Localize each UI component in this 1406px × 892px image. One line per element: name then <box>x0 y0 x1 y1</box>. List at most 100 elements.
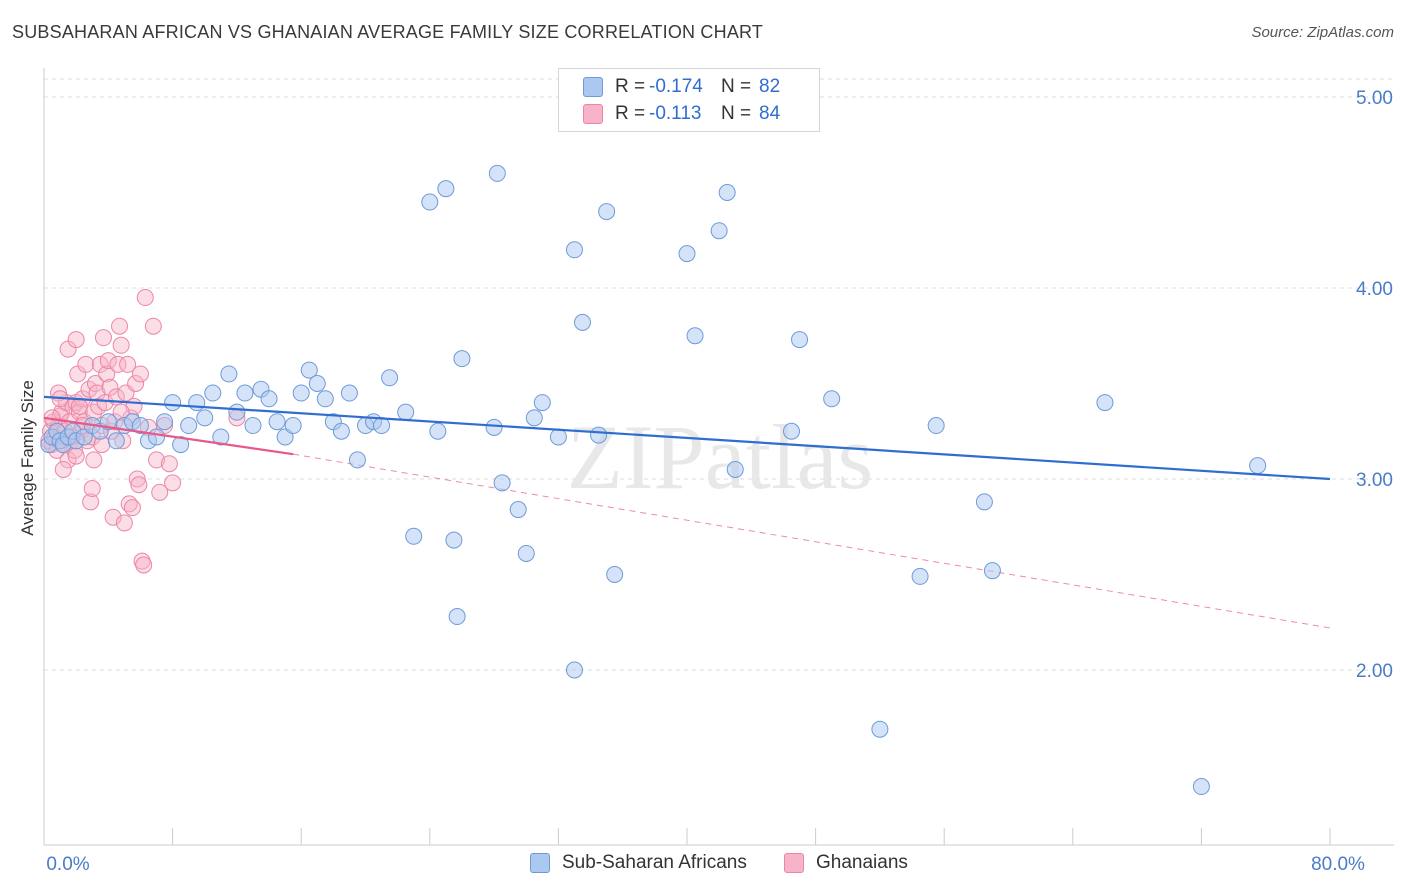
subsaharan-point <box>437 180 455 198</box>
legend-n-value: 84 <box>759 103 781 124</box>
subsaharan-point <box>340 384 358 402</box>
subsaharan-point <box>493 474 511 492</box>
series-label-ghanaians: Ghanaians <box>816 852 908 873</box>
subsaharan-point <box>180 417 198 435</box>
ghanaians-point <box>59 451 77 469</box>
legend-swatch-pink <box>583 104 603 124</box>
ghanaians-point <box>99 352 117 370</box>
subsaharan-point <box>485 418 503 436</box>
subsaharan-point <box>172 436 190 454</box>
ghanaians-point <box>119 355 137 373</box>
subsaharan-point <box>525 409 543 427</box>
ghanaians-point <box>123 499 141 517</box>
subsaharan-point <box>373 417 391 435</box>
subsaharan-point <box>1249 457 1267 475</box>
subsaharan-point <box>421 193 439 211</box>
series-legend-ghanaians[interactable]: Ghanaians <box>784 852 908 874</box>
legend-n-label: N = <box>721 103 752 124</box>
subsaharan-point <box>565 661 583 679</box>
subsaharan-point <box>710 222 728 240</box>
gridlines <box>44 78 1394 671</box>
ghanaians-point <box>80 380 98 398</box>
subsaharan-point <box>488 164 506 182</box>
subsaharan-point <box>228 403 246 421</box>
subsaharan-point <box>148 428 166 446</box>
legend-r-value: -0.113 <box>649 103 702 124</box>
ghanaians-point <box>85 451 103 469</box>
axes <box>43 68 1394 846</box>
subsaharan-point <box>188 394 206 412</box>
ghanaians-point <box>160 455 178 473</box>
legend-r-value: -0.174 <box>649 76 703 97</box>
tick-labels: 2.00 3.00 4.00 5.00 0.0% 80.0% <box>46 88 1393 875</box>
subsaharan-point <box>791 331 809 349</box>
subsaharan-point <box>445 531 463 549</box>
ghanaians-point <box>131 365 149 383</box>
subsaharan-point <box>212 428 230 446</box>
subsaharan-point <box>107 432 125 450</box>
ghanaians-point <box>77 355 95 373</box>
subsaharan-point <box>598 203 616 221</box>
ghanaians-point <box>67 447 85 465</box>
subsaharan-point <box>686 327 704 345</box>
subsaharan-point <box>308 375 326 392</box>
subsaharan-point <box>782 422 800 440</box>
subsaharan-point <box>381 369 399 387</box>
series-swatch-blue <box>530 853 550 873</box>
legend-swatch-blue <box>583 77 603 97</box>
zipatlas-watermark: ZIPatlas <box>567 406 874 508</box>
ghanaians-point <box>82 493 100 511</box>
ghanaians-point <box>144 317 162 335</box>
legend-row-subsaharan: R = -0.174 N = 82 <box>583 75 780 99</box>
ghanaians-point <box>127 375 145 392</box>
ghanaians-point <box>128 470 146 488</box>
ghanaians-point <box>151 483 169 501</box>
ghanaians-point <box>112 336 130 354</box>
subsaharan-point <box>533 394 551 412</box>
subsaharan-point <box>397 403 415 421</box>
subsaharan-point <box>678 245 696 263</box>
subsaharan-point <box>517 544 535 562</box>
ghanaians-point <box>94 329 112 347</box>
subsaharan-point <box>871 720 889 738</box>
subsaharan-point <box>260 390 278 408</box>
subsaharan-point <box>348 451 366 469</box>
subsaharan-point <box>927 417 945 435</box>
ghanaians-point <box>96 394 114 412</box>
subsaharan-point <box>606 566 624 583</box>
subsaharan-point <box>332 422 350 440</box>
subsaharan-point <box>204 384 222 402</box>
ghanaians-point <box>101 378 119 396</box>
subsaharan-trend-line <box>43 395 1331 481</box>
subsaharan-point <box>911 567 929 585</box>
subsaharan-point <box>453 350 471 368</box>
legend-row-ghanaians: R = -0.113 N = 84 <box>583 102 780 126</box>
ghanaians-point <box>70 397 88 415</box>
subsaharan-point <box>823 390 841 408</box>
source-label: Source: ZipAtlas.com <box>1251 24 1394 41</box>
subsaharan-point <box>244 417 262 435</box>
legend-r-label: R = <box>615 76 646 97</box>
ghanaians-point <box>130 476 148 494</box>
ghanaians-point <box>98 365 116 383</box>
ghanaians-point <box>91 355 109 373</box>
legend-r-label: R = <box>615 103 646 124</box>
subsaharan-point <box>292 384 310 402</box>
y-tick-label: 4.00 <box>1356 279 1393 300</box>
subsaharan-point <box>300 361 318 379</box>
ghanaians-point <box>70 403 88 421</box>
subsaharan-point <box>284 417 302 435</box>
ghanaians-trend-line <box>43 416 294 456</box>
series-legend-subsaharan[interactable]: Sub-Saharan Africans <box>530 852 747 874</box>
subsaharan-point <box>718 184 736 201</box>
subsaharan-point <box>156 413 174 431</box>
ghanaians-point <box>164 474 182 492</box>
subsaharan-point <box>983 562 1001 580</box>
subsaharan-point <box>574 313 592 331</box>
ghanaians-point <box>135 556 153 574</box>
chart-title: SUBSAHARAN AFRICAN VS GHANAIAN AVERAGE F… <box>12 22 764 42</box>
y-tick-label: 5.00 <box>1356 88 1393 109</box>
subsaharan-point <box>590 426 608 444</box>
ghanaians-point <box>115 514 133 532</box>
